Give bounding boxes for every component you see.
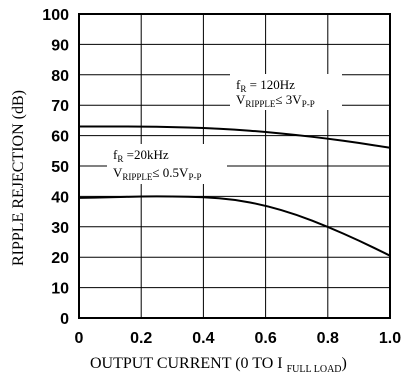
plot-frame [78,13,391,319]
x-tick-label: 0.6 [254,330,276,347]
y-tick-label: 80 [51,68,69,85]
y-tick-label: 100 [42,7,69,24]
annotation-20khz-line1: fR =20kHz [113,147,169,164]
y-tick-label: 0 [60,311,69,328]
x-tick-label: 0.8 [317,330,339,347]
curves [78,125,391,257]
y-tick-label: 30 [51,220,69,237]
annotation-20khz-background [107,144,227,184]
y-tick-label: 40 [51,189,69,206]
y-tick-labels: 0 10 20 30 40 50 60 70 80 90 100 [42,7,69,328]
y-tick-label: 60 [51,129,69,146]
annotation-120hz-background [230,74,342,110]
y-tick-label: 70 [51,98,69,115]
x-tick-label: 0 [75,330,84,347]
x-axis-title: OUTPUT CURRENT (0 TO I FULL LOAD) [90,355,347,375]
annotation-120hz-line2: VRIPPLE≤ 3VP-P [236,92,315,109]
x-tick-label: 1.0 [379,330,401,347]
curve-120hz [79,125,391,149]
x-tick-label: 0.2 [130,330,152,347]
y-tick-label: 20 [51,250,69,267]
x-tick-label: 0.4 [192,330,214,347]
x-tick-labels: 0 0.2 0.4 0.6 0.8 1.0 [75,330,401,347]
annotation-120hz-line1: fR = 120Hz [236,77,295,94]
y-tick-label: 90 [51,37,69,54]
y-axis-title: RIPPLE REJECTION (dB) [10,90,27,266]
y-tick-label: 50 [51,159,69,176]
y-tick-label: 10 [51,281,69,298]
curve-20khz [78,195,391,257]
annotation-20khz-line2: VRIPPLE≤ 0.5VP-P [113,165,201,182]
